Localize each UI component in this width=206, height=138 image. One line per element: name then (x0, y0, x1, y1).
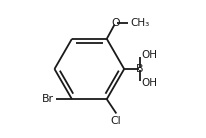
Text: B: B (136, 64, 144, 74)
Text: Br: Br (41, 94, 54, 104)
Text: Cl: Cl (110, 116, 121, 126)
Text: OH: OH (142, 50, 158, 60)
Text: CH₃: CH₃ (130, 18, 149, 28)
Text: O: O (111, 18, 120, 28)
Text: OH: OH (142, 78, 158, 88)
